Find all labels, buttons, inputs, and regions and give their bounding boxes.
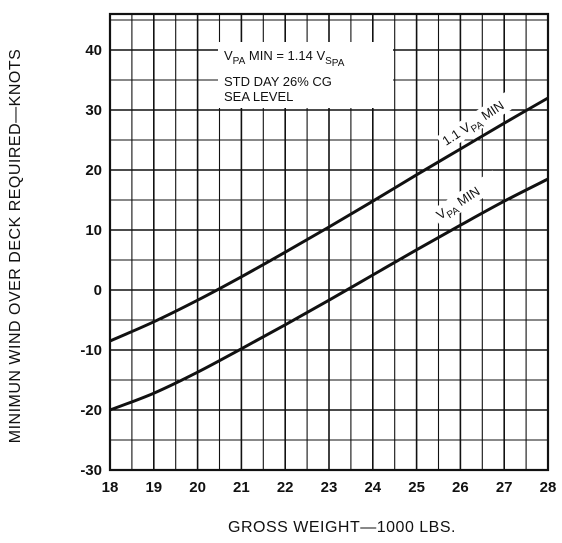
x-tick-label: 25 bbox=[408, 479, 425, 496]
series-label-lower-background bbox=[430, 170, 503, 226]
series-line-upper bbox=[109, 96, 549, 343]
x-tick-label: 24 bbox=[364, 479, 381, 496]
x-tick-label: 26 bbox=[452, 479, 469, 496]
x-tick-label: 28 bbox=[540, 479, 557, 496]
x-tick-label: 21 bbox=[233, 479, 250, 496]
x-axis-title: GROSS WEIGHT—1000 LBS. bbox=[228, 519, 456, 536]
y-tick-label: 10 bbox=[85, 222, 102, 239]
y-tick-label: -10 bbox=[80, 342, 102, 359]
axes bbox=[108, 12, 550, 472]
y-tick-label: -30 bbox=[80, 462, 102, 479]
tick-labels: 18 19 20 21 22 23 24 25 26 27 28 -30 -20 -10 0 10 20 30 40 bbox=[80, 42, 556, 496]
x-tick-label: 19 bbox=[145, 479, 162, 496]
series-label-upper-background bbox=[436, 89, 519, 152]
series-lines bbox=[109, 96, 549, 412]
series-label-upper-text: 1.1 VPA MIN bbox=[439, 98, 508, 152]
y-tick-label: -20 bbox=[80, 402, 102, 419]
series-line-lower bbox=[109, 177, 549, 412]
annotation-altitude: SEA LEVEL bbox=[224, 89, 293, 104]
annotation-box: VPA MIN = 1.14 VSPA STD DAY 26% CG SEA L… bbox=[218, 42, 393, 108]
annotation-conditions: STD DAY 26% CG bbox=[224, 74, 332, 89]
y-tick-label: 20 bbox=[85, 162, 102, 179]
plot-frame bbox=[108, 12, 550, 472]
y-tick-label: 40 bbox=[85, 42, 102, 59]
series-label-lower: VPA MIN bbox=[430, 170, 503, 226]
y-tick-label: 30 bbox=[85, 102, 102, 119]
annotation-formula: VPA MIN = 1.14 VSPA bbox=[224, 48, 345, 69]
y-axis-title: MINIMUN WIND OVER DECK REQUIRED—KNOTS bbox=[7, 49, 24, 444]
x-tick-label: 22 bbox=[277, 479, 294, 496]
annotation-background bbox=[218, 42, 393, 108]
x-tick-label: 18 bbox=[102, 479, 119, 496]
x-tick-label: 27 bbox=[496, 479, 513, 496]
x-tick-label: 23 bbox=[321, 479, 338, 496]
x-tick-label: 20 bbox=[189, 479, 206, 496]
y-tick-label: 0 bbox=[94, 282, 102, 299]
